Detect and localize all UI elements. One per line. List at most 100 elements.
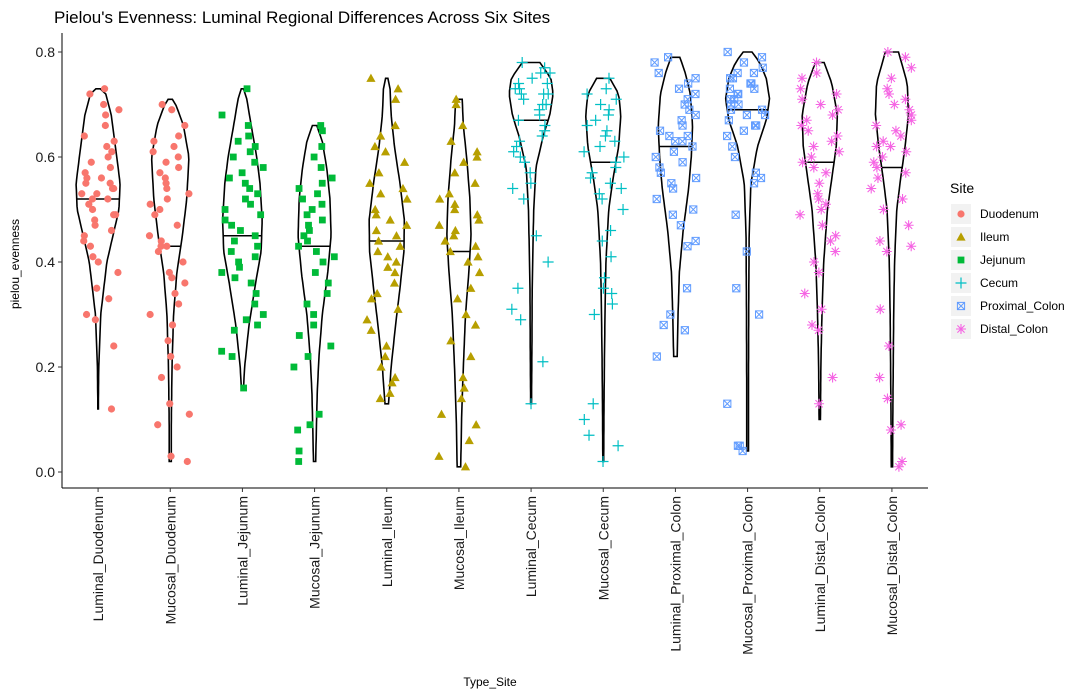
data-point — [295, 332, 303, 339]
data-point — [100, 85, 109, 93]
data-point — [168, 274, 176, 282]
data-point — [381, 341, 392, 350]
data-point — [471, 241, 481, 250]
data-point — [678, 121, 687, 130]
data-point — [304, 237, 311, 245]
data-point — [473, 252, 483, 261]
data-point — [878, 204, 889, 215]
data-point — [470, 178, 480, 187]
data-point — [318, 143, 326, 150]
data-point — [459, 157, 469, 166]
data-point — [882, 47, 893, 57]
data-point — [885, 141, 896, 152]
data-point — [434, 451, 444, 460]
violin-group-luminal-proximal-colon — [650, 53, 701, 361]
data-point — [816, 204, 827, 215]
data-point — [812, 188, 823, 199]
data-point — [371, 210, 381, 219]
data-point — [606, 288, 618, 299]
data-point — [820, 167, 831, 178]
data-point — [588, 309, 600, 320]
data-point — [811, 57, 822, 68]
data-point — [236, 263, 243, 271]
data-point — [246, 148, 254, 156]
data-point — [243, 85, 251, 93]
data-point — [458, 372, 468, 382]
data-point — [97, 174, 106, 182]
data-point — [295, 447, 303, 455]
data-point — [115, 106, 123, 114]
data-point — [808, 141, 819, 152]
data-point — [732, 284, 741, 293]
data-point — [446, 136, 456, 145]
data-point — [749, 179, 759, 188]
data-point — [583, 429, 595, 441]
data-point — [739, 58, 749, 67]
data-point — [680, 326, 689, 335]
data-point — [450, 204, 460, 214]
data-point — [303, 300, 311, 308]
data-point — [654, 68, 663, 78]
data-point — [164, 337, 172, 345]
data-point — [380, 351, 390, 361]
data-point — [594, 141, 606, 152]
data-point — [760, 110, 770, 120]
data-point — [393, 304, 403, 313]
legend-label: Ileum — [980, 230, 1009, 244]
data-point — [305, 227, 313, 234]
data-point — [651, 152, 660, 162]
x-axis-title: Type_Site — [463, 675, 517, 689]
data-point — [80, 237, 88, 245]
data-point — [593, 188, 605, 200]
data-point — [834, 146, 845, 157]
data-point — [366, 325, 376, 334]
data-point — [735, 441, 744, 450]
data-point — [168, 106, 176, 114]
data-point — [832, 131, 843, 141]
data-point — [444, 189, 454, 198]
data-point — [163, 242, 171, 250]
data-point — [300, 232, 308, 240]
data-point — [82, 310, 91, 319]
data-point — [803, 125, 814, 136]
data-point — [295, 185, 303, 192]
data-point — [311, 269, 319, 276]
data-point — [723, 47, 732, 57]
data-point — [817, 220, 828, 231]
data-point — [91, 221, 99, 229]
data-point — [162, 158, 170, 166]
data-point — [678, 137, 687, 146]
data-point — [167, 452, 175, 460]
data-point — [78, 190, 86, 198]
data-point — [596, 193, 608, 205]
data-point — [228, 221, 236, 229]
data-point — [595, 99, 607, 110]
data-point — [251, 253, 259, 261]
data-point — [730, 152, 740, 162]
data-point — [472, 152, 482, 161]
data-point — [181, 121, 189, 130]
data-point — [103, 142, 111, 151]
data-point — [389, 278, 400, 287]
data-point — [105, 295, 113, 303]
data-point — [723, 131, 732, 141]
legend-marker — [957, 210, 965, 218]
y-tick-label: 0.4 — [36, 254, 56, 270]
data-point — [814, 178, 825, 189]
data-point — [815, 99, 826, 110]
data-point — [240, 384, 248, 392]
data-point — [449, 231, 459, 240]
data-point — [89, 253, 97, 261]
data-point — [390, 94, 401, 103]
data-point — [895, 131, 906, 141]
data-point — [237, 227, 244, 234]
data-point — [511, 141, 523, 152]
data-point — [446, 336, 456, 345]
data-point — [535, 67, 547, 79]
x-tick-label: Mucosal_Duodenum — [162, 496, 178, 624]
data-point — [618, 151, 630, 163]
data-point — [820, 199, 831, 210]
data-point — [391, 257, 401, 266]
data-point — [383, 252, 393, 261]
data-point — [538, 88, 550, 100]
